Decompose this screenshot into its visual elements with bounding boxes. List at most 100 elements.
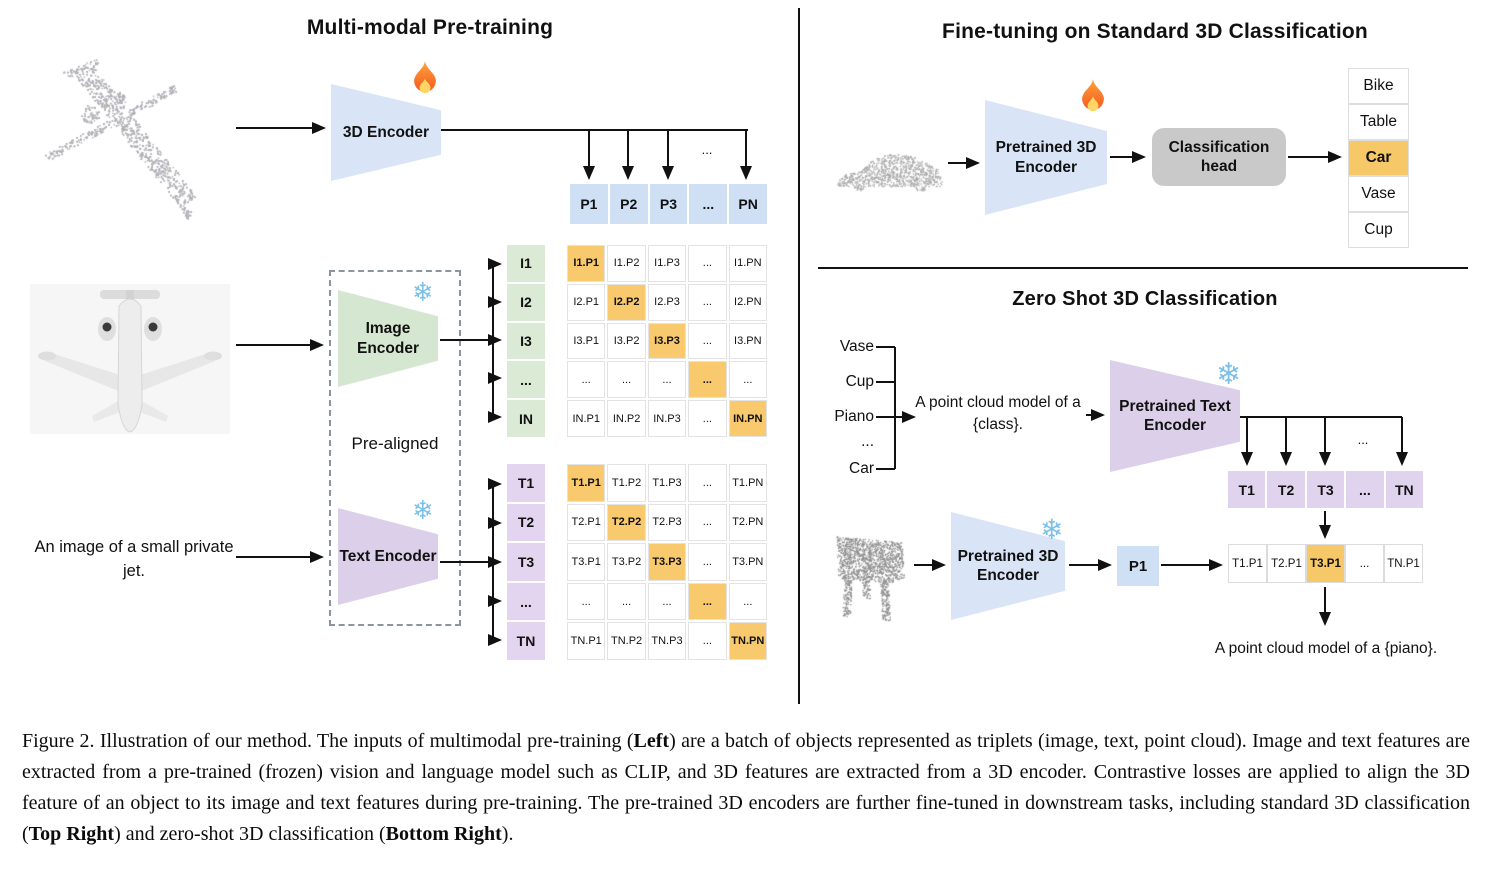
matrix-cell: T2.P3 [647,503,687,542]
matrix-cell: ... [567,582,606,621]
class-cell: Car [1348,140,1409,176]
matrix-cell: ... [688,464,727,502]
prompt-class-list: Vase Cup Piano... Car [790,336,874,480]
matrix-cell: ... [567,361,606,399]
caption-bold-text: Bottom Right [385,823,502,845]
matrix-cell: T2.PN [728,503,767,542]
p-feature-cell: P3 [649,184,688,224]
class-list: Bike Table Car Vase Cup [1348,68,1409,248]
matrix-cell: TN.P2 [607,622,646,660]
pre-aligned-label: Pre-aligned [351,434,439,453]
class-cell: Bike [1348,68,1409,104]
matrix-cell: I2.P3 [647,283,687,321]
similarity-cell: TN.P1 [1384,544,1423,583]
matrix-cell: T3.PN [728,543,767,581]
image-feature-cell: I2 [507,283,545,321]
matrix-cell: IN.P3 [647,400,687,437]
matrix-cell: ... [647,361,687,399]
prompt-class: Car [849,460,874,477]
matrix-cell: T1.P1 [567,464,606,502]
text-point-similarity-matrix: T1.P1 T1.P2 T1.P3... T1.PN T2.P1 T2.P2 T2.P3..… [567,464,767,660]
matrix-cell: ... [607,582,646,621]
matrix-cell: ... [688,322,727,360]
matrix-cell: I3.P1 [567,322,606,360]
image-feature-cell: I1 [507,245,545,282]
matrix-cell: TN.P1 [567,622,606,660]
flame-icon [414,61,436,94]
p-feature-cell: PN [729,184,767,224]
similarity-cell: T3.P1 [1306,544,1345,583]
classification-head: Classification head [1152,128,1286,186]
prompt-template-text: A point cloud model of a {class}. [915,394,1081,434]
matrix-cell: ... [688,543,727,581]
p-feature-row: P1 P2 P3... PN [570,184,767,224]
left-panel-title: Multi-modal Pre-training [306,16,554,39]
text-feature-cell: ... [1346,471,1384,508]
snowflake-icon: ❄ [1040,513,1064,546]
caption-text: ) and zero-shot 3D classification ( [114,823,386,845]
caption-text: Figure 2. Illustration of our method. Th… [22,730,634,752]
similarity-cell: T1.P1 [1228,544,1267,583]
text-feature-row: T1 T2 T3... TN [1228,471,1423,508]
matrix-cell: ... [607,361,646,399]
text-feature-cell: TN [1385,471,1423,508]
matrix-cell: TN.PN [728,622,767,660]
image-feature-cell: IN [507,400,545,437]
pretrained-text-encoder-label: Pretrained Text Encoder [1119,397,1231,434]
p1-label: P1 [1128,557,1148,575]
class-cell: Vase [1348,176,1409,212]
matrix-cell: IN.PN [728,400,767,437]
matrix-cell: T3.P2 [607,543,646,581]
matrix-cell: ... [688,400,727,437]
piano-point-cloud [826,528,910,624]
matrix-cell: T2.P1 [567,503,606,542]
matrix-cell: IN.P2 [607,400,646,437]
matrix-cell: I1.P3 [647,245,687,282]
airplane-point-cloud [28,42,233,237]
matrix-cell: ... [688,245,727,282]
matrix-cell: I1.PN [728,245,767,282]
caption-bold-text: Left [633,730,670,752]
image-feature-cell: I3 [507,322,545,360]
caption-text: ) are a batch of objects represented as … [22,730,1470,845]
matrix-cell: ... [688,582,727,621]
matrix-cell: TN.P3 [647,622,687,660]
matrix-cell: T3.P3 [647,543,687,581]
image-encoder-label: Image Encoder [356,320,419,357]
text-encoder-label: Text Encoder [339,547,437,565]
snowflake-icon: ❄ [1216,357,1242,392]
top-right-panel-title: Fine-tuning on Standard 3D Classificatio… [942,20,1368,43]
jet-photo [30,284,230,434]
matrix-cell: ... [688,622,727,660]
car-point-cloud [832,138,944,192]
text-feature-cell: T3 [507,543,545,581]
similarity-cell: T2.P1 [1267,544,1306,583]
input-text-caption: An image of a small private jet. [34,538,234,580]
figure-caption: Figure 2. Illustration of our method. Th… [22,726,1470,850]
text-feature-cell: T1 [507,464,545,502]
p-feature-cell: P2 [609,184,648,224]
matrix-cell: I3.P3 [647,322,687,360]
matrix-cell: I1.P1 [567,245,606,282]
text-feature-cell: T1 [1228,471,1266,508]
matrix-cell: I2.P1 [567,283,606,321]
similarity-cell: ... [1345,544,1384,583]
pre-aligned-box: Pre-aligned [329,270,461,626]
matrix-cell: T3.P1 [567,543,606,581]
pretrained-3d-encoder-label: Pretrained 3D Encoder [957,547,1059,584]
p-arrows-ellipsis: ... [701,142,713,157]
p1-feature-box: P1 [1117,546,1159,586]
text-feature-cell: ... [507,582,545,621]
matrix-cell: I2.PN [728,283,767,321]
matrix-cell: I1.P2 [607,245,646,282]
text-feature-column: T1 T2 T3... TN [507,464,545,660]
snowflake-icon: ❄ [412,496,434,526]
t-arrows-ellipsis: ... [1357,432,1369,447]
p-feature-cell: ... [689,184,728,224]
bottom-right-panel-title: Zero Shot 3D Classification [1012,288,1278,310]
matrix-cell: I3.PN [728,322,767,360]
matrix-cell: T1.P2 [607,464,646,502]
pretrained-3d-encoder-label: Pretrained 3D Encoder [995,139,1097,176]
matrix-cell: ... [688,503,727,542]
